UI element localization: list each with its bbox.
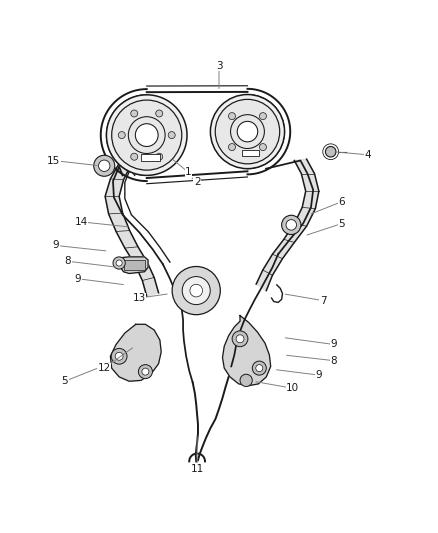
Circle shape (138, 365, 152, 378)
Text: 5: 5 (338, 219, 345, 229)
Text: 3: 3 (215, 61, 223, 71)
Circle shape (115, 352, 123, 360)
Circle shape (131, 153, 138, 160)
Polygon shape (110, 324, 161, 381)
Circle shape (131, 110, 138, 117)
Polygon shape (105, 165, 159, 296)
Text: 13: 13 (133, 293, 146, 303)
Bar (242, 150, 259, 156)
Circle shape (116, 260, 122, 266)
Bar (141, 155, 160, 161)
Circle shape (168, 132, 175, 139)
Text: 1: 1 (185, 167, 192, 177)
Polygon shape (256, 159, 319, 290)
Circle shape (259, 143, 266, 151)
Text: 14: 14 (74, 217, 88, 227)
Circle shape (106, 95, 187, 175)
Circle shape (190, 284, 202, 297)
Circle shape (237, 122, 258, 142)
Bar (124, 260, 145, 270)
Circle shape (256, 365, 263, 372)
Text: 8: 8 (64, 256, 71, 266)
Circle shape (236, 335, 244, 343)
Circle shape (182, 277, 210, 304)
Text: 12: 12 (98, 363, 111, 373)
Circle shape (94, 155, 115, 176)
Text: 2: 2 (194, 177, 201, 188)
Polygon shape (120, 257, 148, 273)
Circle shape (156, 153, 163, 160)
Circle shape (172, 266, 220, 314)
Circle shape (111, 349, 127, 364)
Circle shape (113, 257, 125, 269)
Text: 9: 9 (53, 240, 60, 251)
Circle shape (229, 143, 236, 151)
Circle shape (259, 112, 266, 119)
Circle shape (112, 100, 182, 170)
Text: 9: 9 (74, 274, 81, 284)
Text: 11: 11 (191, 464, 204, 474)
Polygon shape (223, 316, 271, 386)
Circle shape (135, 124, 158, 147)
Text: 9: 9 (315, 370, 322, 380)
Text: 5: 5 (61, 376, 68, 386)
Circle shape (210, 94, 285, 168)
Text: 6: 6 (338, 197, 345, 207)
Circle shape (252, 361, 266, 375)
Text: 4: 4 (364, 150, 371, 160)
Circle shape (99, 160, 110, 172)
Circle shape (282, 215, 301, 235)
Circle shape (325, 147, 336, 157)
Text: 9: 9 (330, 340, 337, 350)
Circle shape (142, 368, 149, 375)
Circle shape (156, 110, 163, 117)
Text: 8: 8 (330, 356, 337, 366)
Text: 7: 7 (320, 296, 327, 305)
Circle shape (215, 99, 280, 164)
Circle shape (229, 112, 236, 119)
Text: 10: 10 (286, 383, 299, 393)
Circle shape (232, 331, 248, 346)
Circle shape (240, 374, 252, 386)
Circle shape (118, 132, 125, 139)
Text: 15: 15 (47, 156, 60, 166)
Circle shape (286, 220, 297, 230)
